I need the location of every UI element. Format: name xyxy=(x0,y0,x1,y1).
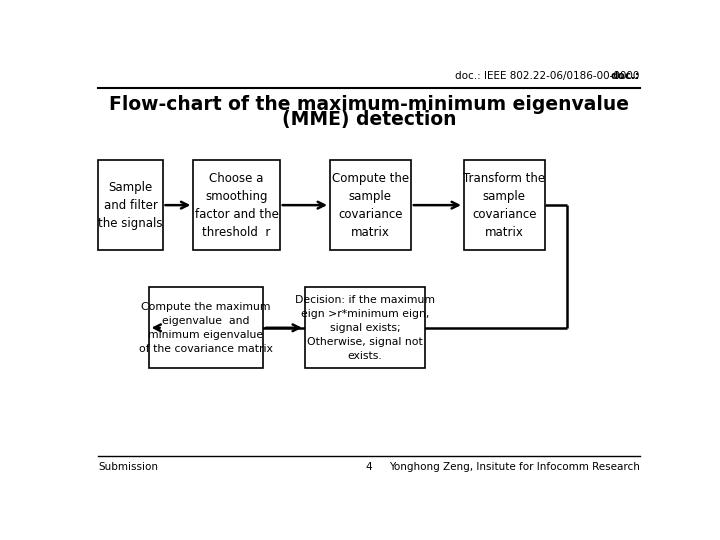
Bar xyxy=(464,160,545,250)
Text: Decision: if the maximum
eign >r*minimum eign,
signal exists;
Otherwise, signal : Decision: if the maximum eign >r*minimum… xyxy=(294,295,435,361)
Bar xyxy=(330,160,411,250)
Bar xyxy=(99,160,163,250)
Bar xyxy=(148,287,263,368)
Text: Transform the
sample
covariance
matrix: Transform the sample covariance matrix xyxy=(463,172,545,239)
Text: (MME) detection: (MME) detection xyxy=(282,110,456,129)
Text: doc.: IEEE 802.22-06/0186-00-0000: doc.: IEEE 802.22-06/0186-00-0000 xyxy=(455,71,639,82)
Bar xyxy=(305,287,425,368)
Text: 4: 4 xyxy=(366,462,372,472)
Bar xyxy=(193,160,280,250)
Text: doc.:: doc.: xyxy=(611,71,639,82)
Text: Compute the
sample
covariance
matrix: Compute the sample covariance matrix xyxy=(332,172,409,239)
Text: Sample
and filter
the signals: Sample and filter the signals xyxy=(98,181,163,230)
Text: Yonghong Zeng, Insitute for Infocomm Research: Yonghong Zeng, Insitute for Infocomm Res… xyxy=(389,462,639,472)
Text: Choose a
smoothing
factor and the
threshold  r: Choose a smoothing factor and the thresh… xyxy=(194,172,279,239)
Text: Submission: Submission xyxy=(99,462,158,472)
Text: Flow-chart of the maximum-minimum eigenvalue: Flow-chart of the maximum-minimum eigenv… xyxy=(109,95,629,114)
Text: Compute the maximum
eigenvalue  and
minimum eigenvalue
of the covariance matrix: Compute the maximum eigenvalue and minim… xyxy=(139,302,273,354)
